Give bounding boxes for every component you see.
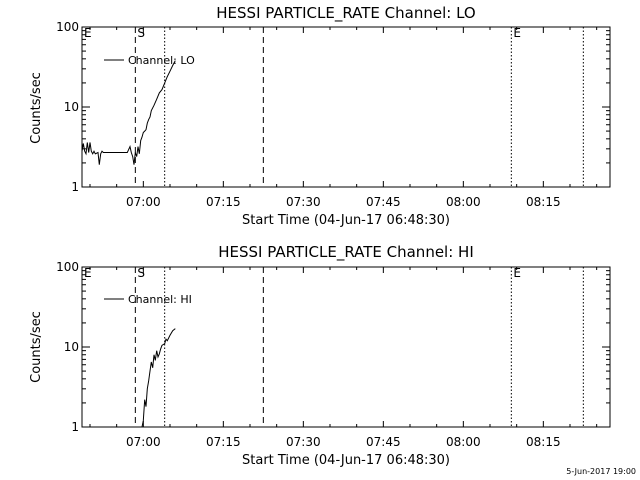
x-tick-label: 07:00: [126, 195, 161, 209]
legend-label: Channel: LO: [128, 54, 195, 67]
x-tick-label: 08:00: [446, 435, 481, 449]
x-tick-label: 07:45: [366, 195, 401, 209]
x-tick-label: 08:15: [526, 435, 561, 449]
date-stamp: 5-Jun-2017 19:00: [566, 467, 636, 476]
y-tick-label: 10: [64, 100, 79, 114]
tick-group: 07:00 07:15 07:30 07:45 08:00 08:15 1 10 100: [56, 260, 610, 449]
x-tick-label: 07:00: [126, 435, 161, 449]
chart-panel-lo: HESSI PARTICLE_RATE Channel: LO Counts/s…: [29, 4, 611, 228]
y-tick-label: 100: [56, 20, 79, 34]
x-tick-label: 07:45: [366, 435, 401, 449]
tick-group: 07:00 07:15 07:30 07:45 08:00 08:15 1 10 100: [56, 20, 610, 209]
chart-panel-hi: HESSI PARTICLE_RATE Channel: HI Counts/s…: [29, 243, 611, 468]
x-axis-label: Start Time (04-Jun-17 06:48:30): [242, 453, 450, 468]
marker-label: E: [84, 266, 92, 280]
x-tick-label: 07:15: [206, 435, 241, 449]
legend-label: Channel: HI: [128, 293, 192, 306]
marker-label: E: [513, 26, 521, 40]
x-tick-label: 07:15: [206, 195, 241, 209]
chart-title: HESSI PARTICLE_RATE Channel: HI: [218, 243, 474, 262]
y-tick-label: 1: [71, 420, 79, 434]
marker-label: E: [513, 266, 521, 280]
series-line: [82, 60, 176, 165]
x-tick-label: 08:15: [526, 195, 561, 209]
marker-label: S: [137, 266, 145, 280]
chart-title: HESSI PARTICLE_RATE Channel: LO: [216, 4, 475, 23]
series-line: [141, 328, 176, 427]
marker-label: E: [84, 26, 92, 40]
x-tick-label: 08:00: [446, 195, 481, 209]
y-tick-label: 100: [56, 260, 79, 274]
y-tick-label: 1: [71, 180, 79, 194]
series-group: [82, 60, 176, 165]
y-axis-label: Counts/sec: [29, 311, 44, 383]
x-axis-label: Start Time (04-Jun-17 06:48:30): [242, 213, 450, 228]
y-axis-label: Counts/sec: [29, 72, 44, 144]
marker-label: S: [137, 26, 145, 40]
legend: Channel: LO: [104, 54, 195, 67]
legend: Channel: HI: [104, 293, 192, 306]
series-group: [141, 328, 176, 427]
x-tick-label: 07:30: [286, 435, 321, 449]
x-tick-label: 07:30: [286, 195, 321, 209]
y-tick-label: 10: [64, 340, 79, 354]
